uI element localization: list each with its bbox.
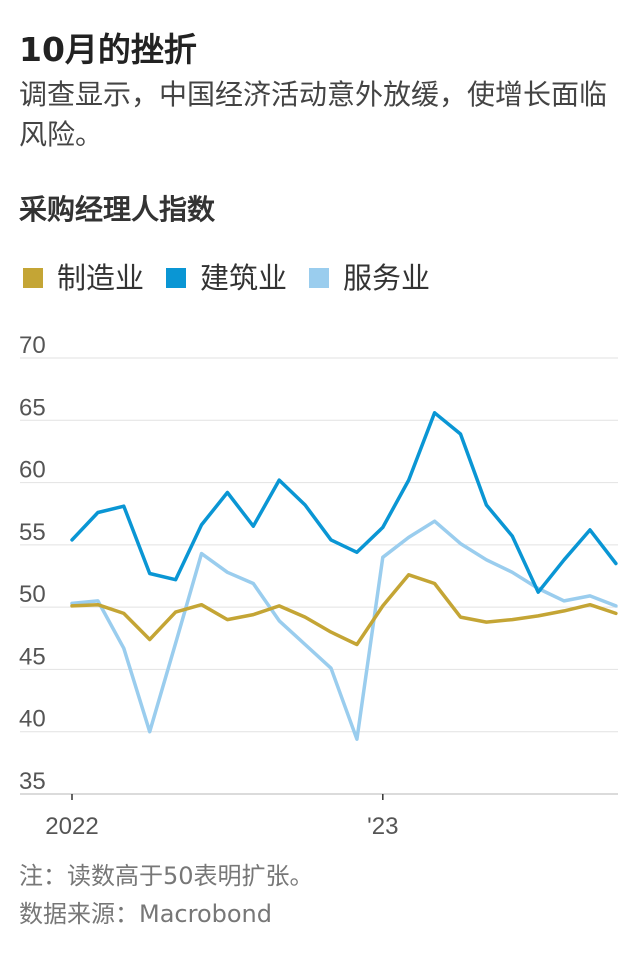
y-tick-label-60: 60 [19, 457, 46, 484]
x-axis: 2022 '23 [45, 794, 398, 840]
y-tick-label-50: 50 [19, 581, 46, 608]
y-tick-label-45: 45 [19, 643, 46, 670]
legend-swatch-manufacturing [23, 268, 43, 288]
y-tick-label-40: 40 [19, 706, 46, 733]
legend-label-services: 服务业 [343, 261, 431, 295]
legend-swatch-services [309, 268, 330, 288]
legend-item-services: 服务业 [309, 256, 430, 300]
chart-section-title: 采购经理人指数 [19, 193, 216, 226]
legend-label-manufacturing: 制造业 [57, 261, 145, 295]
x-tick-label: '23 [367, 813, 398, 840]
y-axis-labels: 70 65 60 55 50 45 40 35 [19, 332, 46, 795]
series-line-manufacturing [70, 573, 618, 647]
legend-item-construction: 建筑业 [166, 256, 287, 300]
legend-item-manufacturing: 制造业 [23, 256, 144, 300]
y-tick-label-65: 65 [19, 394, 46, 421]
x-tick-label: 2022 [45, 813, 98, 840]
y-tick-label-35: 35 [19, 768, 46, 795]
chart-note: 注：读数高于50表明扩张。 [19, 862, 314, 890]
series-line-construction [70, 411, 618, 594]
y-tick-label-55: 55 [19, 519, 46, 546]
chart-legend: 制造业 建筑业 服务业 [23, 256, 452, 300]
chart-title-heading: 10月的挫折 [19, 30, 197, 69]
pmi-line-chart: 70 65 60 55 50 45 40 35 2022 '23 [19, 332, 618, 840]
legend-swatch-construction [166, 268, 187, 288]
series-lines [70, 411, 618, 741]
series-line-services [70, 519, 618, 741]
legend-label-construction: 建筑业 [200, 261, 288, 295]
grid-layer [20, 357, 618, 795]
chart-subtitle: 调查显示，中国经济活动意外放缓，使增长面临风险。 [19, 78, 608, 151]
y-tick-label-70: 70 [19, 332, 46, 359]
chart-source: 数据来源：Macrobond [19, 900, 272, 928]
